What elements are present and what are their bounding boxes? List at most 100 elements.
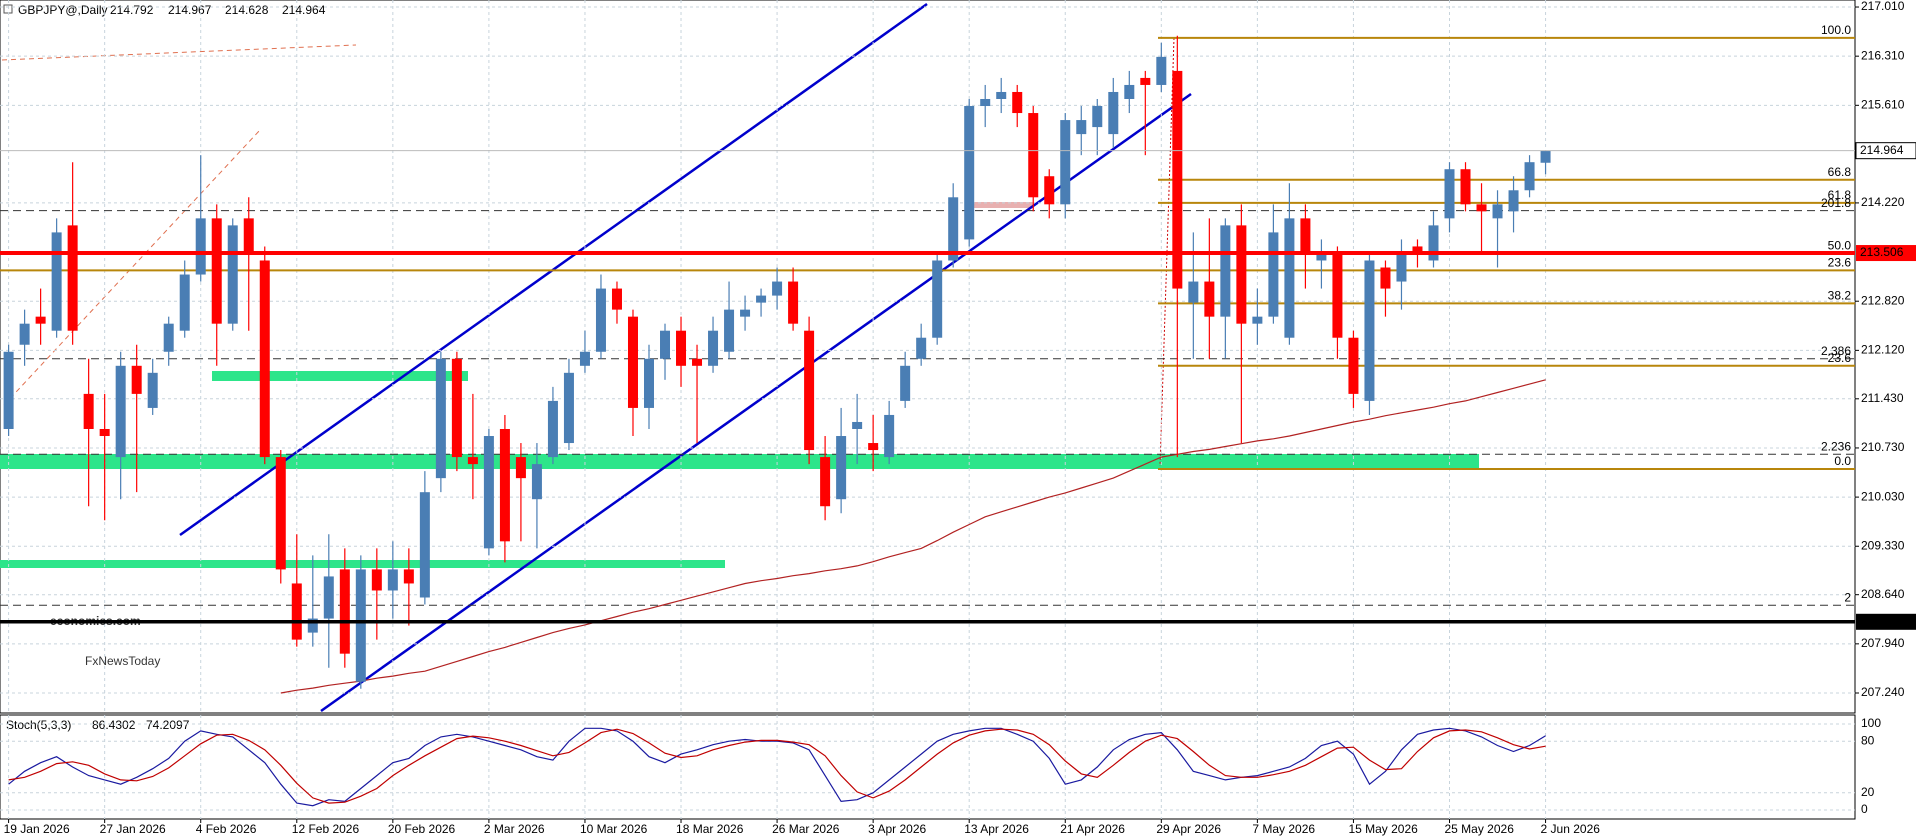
stoch-panel	[0, 714, 1856, 820]
candle-body	[996, 91, 1007, 99]
fib-label: 38.2	[1828, 288, 1852, 302]
candle-body	[195, 218, 206, 275]
candle-body	[1172, 70, 1183, 289]
candle-body	[227, 225, 238, 324]
x-tick-label: 2 Jun 2026	[1541, 822, 1601, 836]
candle-body	[515, 457, 526, 479]
candle-body	[1044, 176, 1055, 205]
candle-body	[275, 457, 286, 570]
candle-body	[804, 330, 815, 451]
y-tick-label: 212.120	[1861, 343, 1905, 357]
candle-body	[884, 414, 895, 458]
candle-body	[788, 281, 799, 324]
candle-body	[1380, 267, 1391, 289]
candle-body	[579, 351, 590, 366]
candle-body	[756, 295, 767, 303]
dashed-level-label: 2.386	[1821, 344, 1851, 358]
x-tick-label: 12 Feb 2026	[292, 822, 360, 836]
candle-body	[51, 232, 62, 331]
x-tick-label: 29 Apr 2026	[1156, 822, 1221, 836]
x-tick-label: 15 May 2026	[1348, 822, 1418, 836]
support-zone	[212, 371, 468, 381]
fib-anchor	[1159, 37, 1175, 467]
header-open: 214.792	[110, 3, 154, 17]
fib-label: 23.6	[1828, 255, 1852, 269]
candle-body	[339, 569, 350, 654]
x-tick-label: 7 May 2026	[1252, 822, 1315, 836]
candle-body	[1300, 218, 1311, 254]
y-tick-label: 217.010	[1861, 0, 1905, 13]
x-tick-label: 2 Mar 2026	[484, 822, 545, 836]
candle-body	[1092, 106, 1103, 128]
candle-body	[1012, 91, 1023, 114]
stoch-signal-value: 74.2097	[146, 718, 190, 732]
level-box	[1856, 245, 1916, 262]
candle-body	[179, 274, 190, 331]
candle-body	[644, 358, 654, 408]
x-tick-label: 10 Mar 2026	[580, 822, 648, 836]
candle-body	[19, 323, 30, 345]
fib-label: 66.8	[1828, 165, 1852, 179]
x-tick-label: 21 Apr 2026	[1060, 822, 1125, 836]
stoch-tick-label: 80	[1861, 733, 1875, 747]
stoch-line	[8, 728, 1546, 804]
candle-body	[1220, 225, 1231, 317]
candle-body	[1268, 232, 1279, 317]
candle-body	[627, 316, 638, 408]
chart-title: GBPJPY@,Daily	[18, 3, 108, 17]
candle-body	[1412, 246, 1423, 254]
x-tick-label: 4 Feb 2026	[196, 822, 257, 836]
marker-zone	[968, 202, 1033, 208]
level-box	[1856, 613, 1916, 630]
dashed-level-label: 2.236	[1821, 439, 1851, 453]
y-tick-label: 208.640	[1861, 587, 1905, 601]
moving-average	[280, 379, 1546, 694]
dashed-level-label: 2	[1844, 590, 1851, 604]
candle-body	[483, 436, 494, 549]
candle-body	[147, 372, 158, 408]
y-tick-label: 209.330	[1861, 538, 1905, 552]
y-tick-label: 215.610	[1861, 97, 1905, 111]
candle-body	[419, 492, 430, 598]
candle-body	[772, 281, 783, 296]
candle-body	[692, 358, 703, 366]
header-close: 214.964	[282, 3, 326, 17]
candle-body	[1316, 253, 1327, 261]
fib-label: 61.8	[1828, 188, 1852, 202]
candle-body	[1124, 84, 1135, 99]
candle-body	[1460, 169, 1471, 205]
candle-body	[868, 443, 879, 451]
main-panel	[0, 0, 1856, 714]
candle-body	[1140, 77, 1151, 85]
candle-body	[1508, 190, 1519, 212]
candle-body	[916, 337, 927, 359]
x-tick-label: 27 Jan 2026	[100, 822, 166, 836]
y-tick-label: 207.940	[1861, 636, 1905, 650]
stoch-line	[8, 727, 1546, 807]
x-tick-label: 25 May 2026	[1445, 822, 1515, 836]
candle-body	[115, 365, 126, 458]
fib-label: 23.6	[1828, 351, 1852, 365]
candle-body	[595, 288, 606, 352]
candle-body	[547, 400, 558, 458]
candle-body	[435, 358, 446, 479]
candle-body	[1332, 253, 1343, 338]
candle-body	[660, 330, 671, 359]
candle-body	[676, 330, 687, 366]
x-tick-label: 13 Apr 2026	[964, 822, 1029, 836]
candle-body	[1396, 253, 1407, 282]
candle-body	[531, 464, 542, 500]
candle-body	[1476, 204, 1487, 212]
candle-body	[1524, 162, 1535, 191]
candle-body	[1076, 120, 1087, 135]
menu-icon[interactable]	[3, 4, 13, 14]
y-tick-label: 216.310	[1861, 48, 1905, 62]
stoch-main-value: 86.4302	[92, 718, 136, 732]
fib-label: 0.0	[1834, 454, 1851, 468]
candle-body	[1204, 281, 1215, 317]
y-tick-label: 214.220	[1861, 195, 1905, 209]
candle-body	[1364, 260, 1375, 401]
candle-body	[259, 260, 270, 458]
last-price-box	[1855, 142, 1916, 160]
